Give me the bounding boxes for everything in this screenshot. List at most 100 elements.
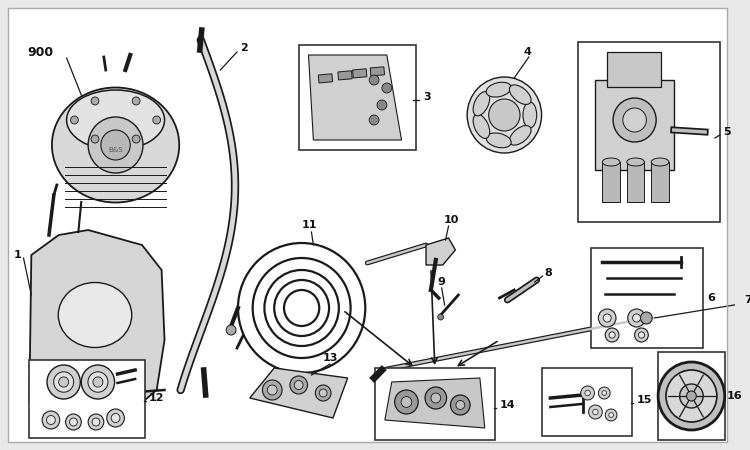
Text: 12: 12 <box>148 393 164 403</box>
Circle shape <box>632 314 640 322</box>
Circle shape <box>598 387 610 399</box>
Circle shape <box>401 396 412 407</box>
Circle shape <box>666 370 717 422</box>
Polygon shape <box>250 368 348 418</box>
Ellipse shape <box>58 283 132 347</box>
Polygon shape <box>426 238 455 265</box>
Circle shape <box>456 400 465 410</box>
Ellipse shape <box>30 411 48 419</box>
Circle shape <box>226 325 236 335</box>
Text: 4: 4 <box>524 47 532 57</box>
Circle shape <box>100 130 130 160</box>
Circle shape <box>634 328 648 342</box>
Circle shape <box>609 332 615 338</box>
Circle shape <box>70 418 77 426</box>
Circle shape <box>91 97 99 105</box>
Circle shape <box>91 135 99 143</box>
Circle shape <box>315 385 331 401</box>
Circle shape <box>58 377 69 387</box>
Text: 11: 11 <box>302 220 317 230</box>
Ellipse shape <box>118 411 136 419</box>
Bar <box>352 69 367 78</box>
Circle shape <box>686 391 696 401</box>
Circle shape <box>93 377 103 387</box>
Circle shape <box>47 365 80 399</box>
Circle shape <box>605 409 617 421</box>
Circle shape <box>132 135 140 143</box>
Text: 1: 1 <box>13 250 22 260</box>
Bar <box>298 45 416 150</box>
Circle shape <box>290 376 308 394</box>
Text: 14: 14 <box>500 400 515 410</box>
Circle shape <box>589 405 602 419</box>
Circle shape <box>81 365 115 399</box>
Circle shape <box>605 328 619 342</box>
Circle shape <box>431 393 441 403</box>
Circle shape <box>369 75 379 85</box>
Bar <box>375 368 494 440</box>
Bar <box>627 162 644 202</box>
Bar <box>318 74 332 83</box>
Circle shape <box>382 83 392 93</box>
Bar <box>602 162 620 202</box>
Circle shape <box>88 414 104 430</box>
Circle shape <box>70 116 78 124</box>
Ellipse shape <box>523 102 537 128</box>
Text: 2: 2 <box>240 43 248 53</box>
Text: 7: 7 <box>744 295 750 305</box>
Circle shape <box>602 391 607 396</box>
Ellipse shape <box>509 85 531 104</box>
Circle shape <box>598 309 616 327</box>
Circle shape <box>489 99 520 131</box>
Circle shape <box>377 100 387 110</box>
Circle shape <box>42 411 60 429</box>
Circle shape <box>106 409 124 427</box>
Circle shape <box>88 372 108 392</box>
Bar <box>29 360 145 438</box>
Text: 13: 13 <box>323 353 338 363</box>
Circle shape <box>294 381 303 390</box>
Circle shape <box>438 314 444 320</box>
Circle shape <box>609 413 613 418</box>
Text: 6: 6 <box>707 293 715 303</box>
Circle shape <box>580 386 595 400</box>
Bar <box>578 42 720 222</box>
Bar <box>651 162 669 202</box>
Circle shape <box>320 389 327 397</box>
Circle shape <box>394 390 418 414</box>
Polygon shape <box>385 378 484 428</box>
Text: 8: 8 <box>544 268 552 278</box>
Text: 5: 5 <box>723 127 730 137</box>
Circle shape <box>132 97 140 105</box>
Circle shape <box>680 384 703 408</box>
Ellipse shape <box>651 158 669 166</box>
Text: B&S: B&S <box>108 147 123 153</box>
Text: 900: 900 <box>28 45 53 58</box>
Ellipse shape <box>486 82 512 97</box>
Polygon shape <box>29 230 164 418</box>
Text: 15: 15 <box>637 395 652 405</box>
Circle shape <box>262 380 282 400</box>
Ellipse shape <box>602 158 620 166</box>
Bar <box>596 80 674 170</box>
Circle shape <box>658 362 724 430</box>
Circle shape <box>467 77 542 153</box>
Ellipse shape <box>486 133 512 148</box>
Circle shape <box>603 314 611 322</box>
Circle shape <box>592 409 598 415</box>
Text: 10: 10 <box>444 215 459 225</box>
Circle shape <box>369 115 379 125</box>
Circle shape <box>92 418 100 426</box>
Ellipse shape <box>627 158 644 166</box>
Circle shape <box>65 414 81 430</box>
Text: 9: 9 <box>438 277 446 287</box>
Bar <box>590 248 703 348</box>
Circle shape <box>640 312 652 324</box>
Bar <box>608 52 661 87</box>
Circle shape <box>622 108 646 132</box>
Circle shape <box>425 387 446 409</box>
Circle shape <box>111 414 120 423</box>
Ellipse shape <box>67 90 164 150</box>
Circle shape <box>585 390 590 396</box>
Bar <box>338 71 352 80</box>
